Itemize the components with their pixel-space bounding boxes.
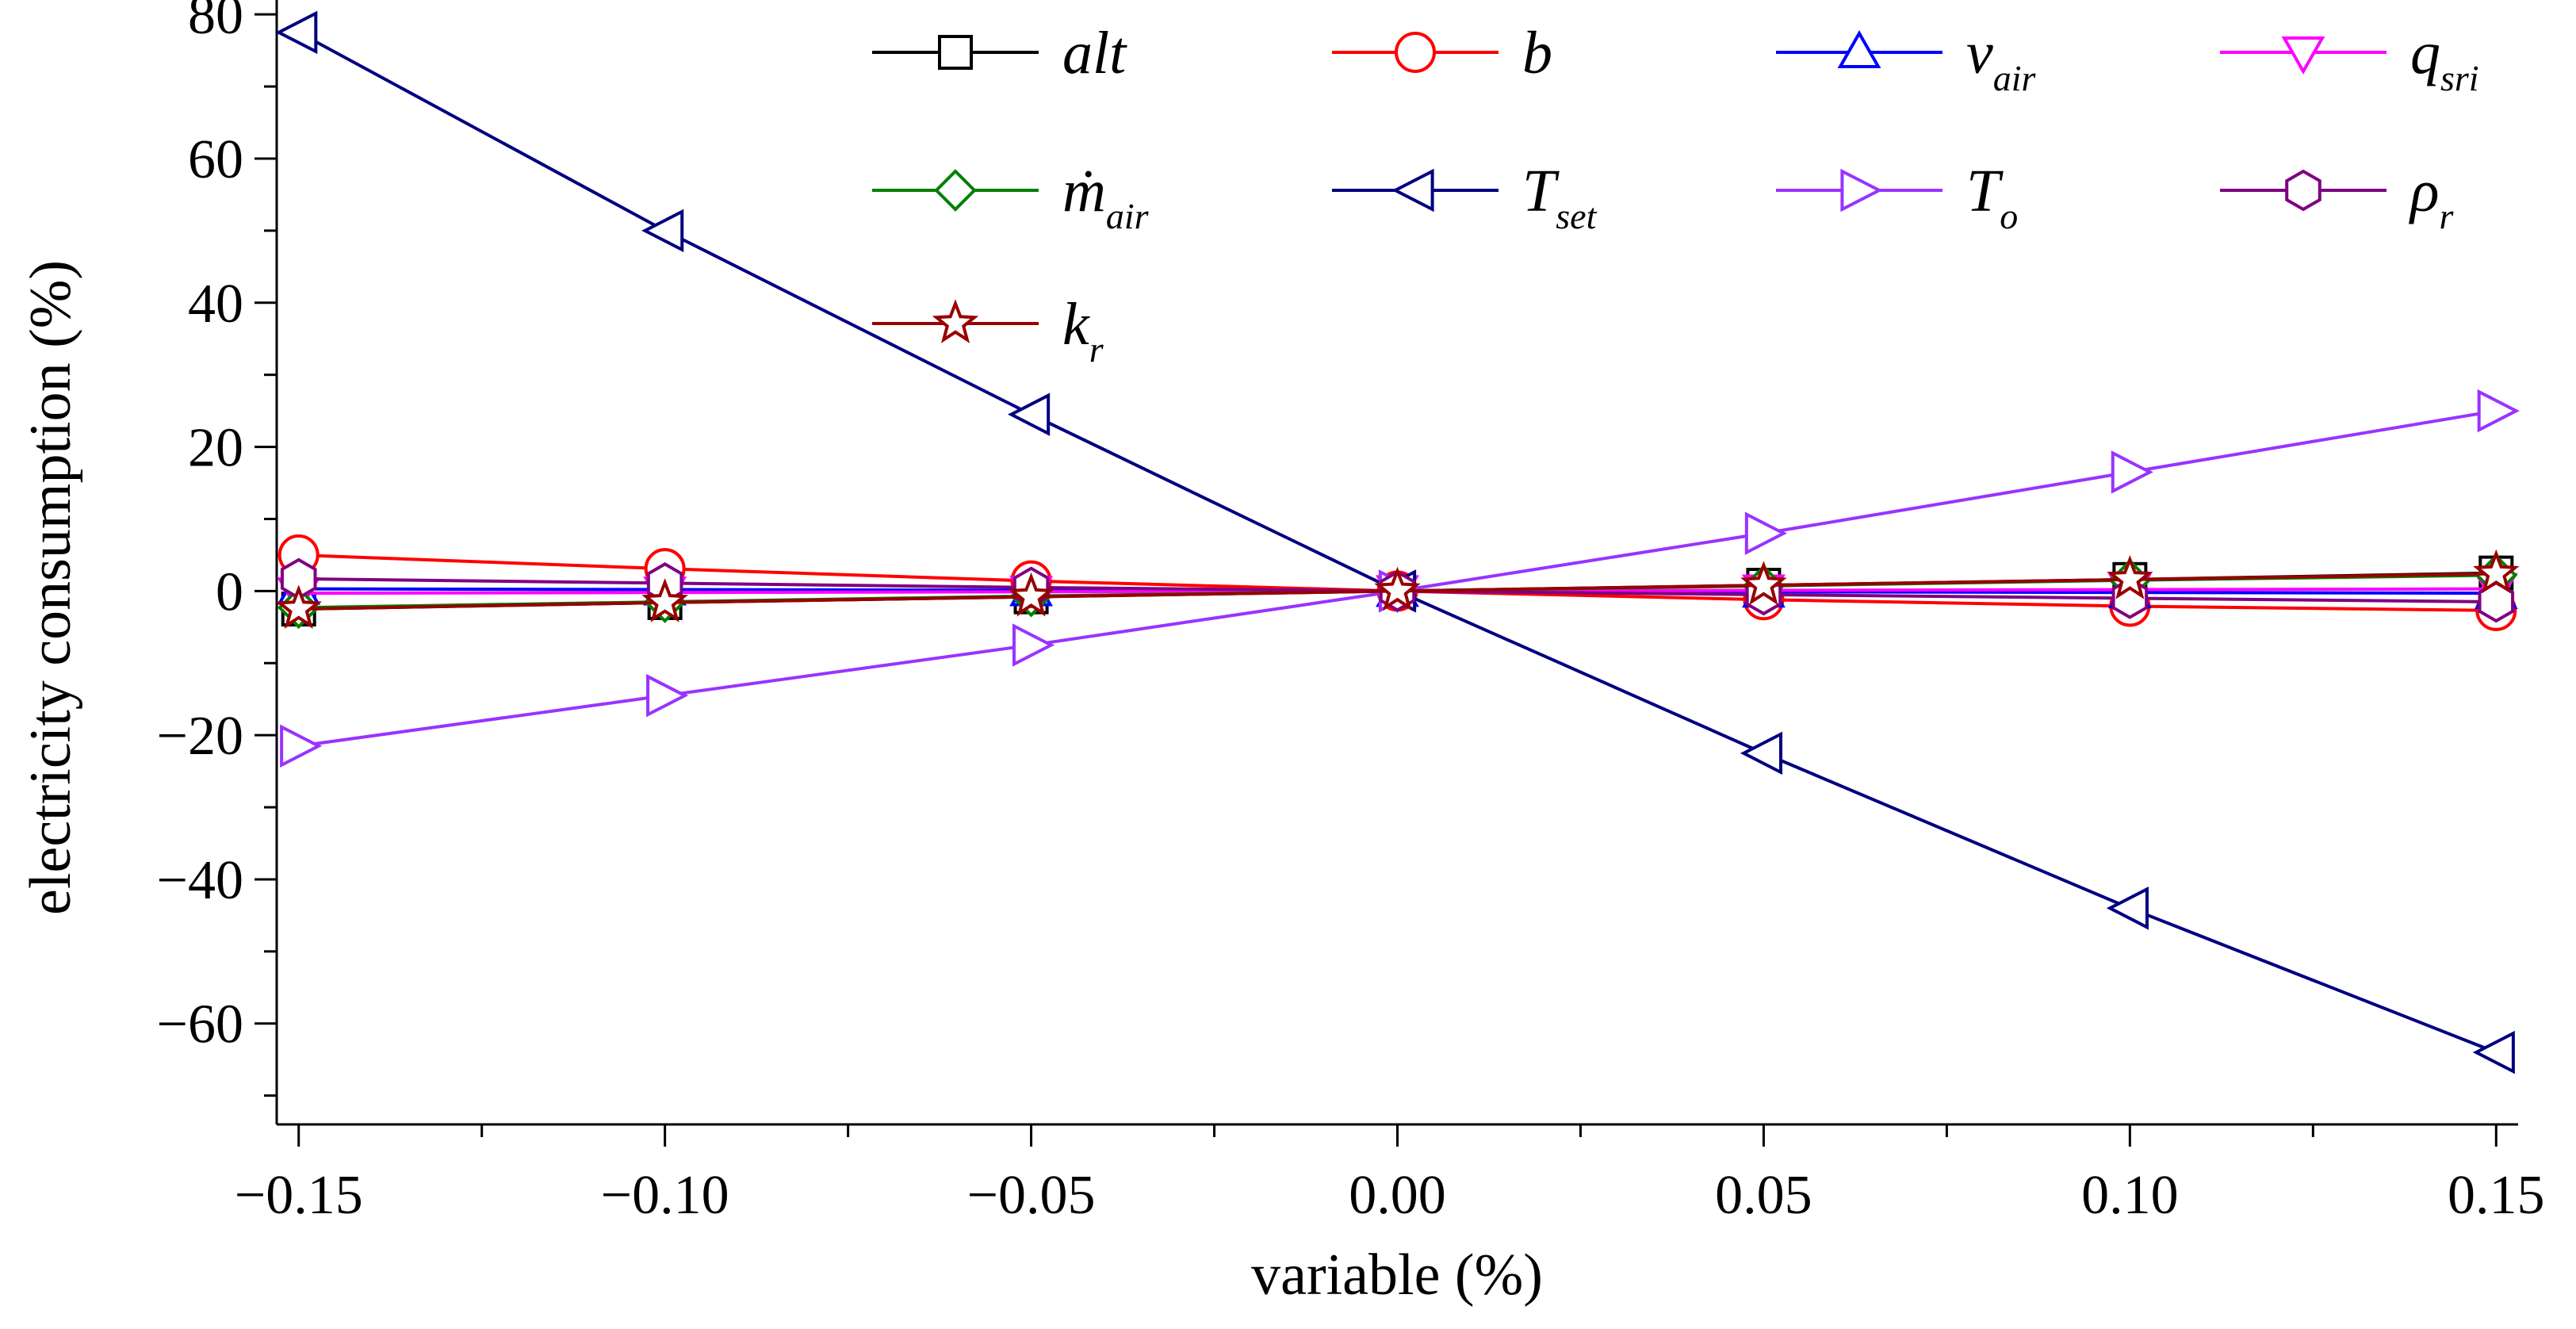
x-tick-label: 0.05	[1715, 1165, 1812, 1226]
y-tick-label: −60	[157, 994, 243, 1055]
legend-item-T_o: To	[1776, 158, 2018, 236]
legend-subscript: sri	[2440, 58, 2479, 98]
y-tick-label: −40	[157, 850, 243, 911]
data-point-k_r	[641, 578, 688, 622]
data-point-T_o	[2111, 450, 2153, 494]
data-point-T_o	[1744, 511, 1788, 555]
legend-symbol: ṁ	[1062, 158, 1106, 224]
legend-symbol: q	[2410, 20, 2440, 86]
data-point-T_o	[2477, 389, 2520, 433]
x-tick-label: −0.15	[235, 1165, 363, 1226]
legend-item-b: b	[1332, 20, 1552, 86]
data-point-T_o	[646, 673, 689, 718]
legend-symbol: T	[1522, 158, 1560, 224]
legend-symbol: T	[1966, 158, 2004, 224]
legend-marker-b	[1395, 32, 1436, 73]
legend-marker-q_sri	[2281, 36, 2325, 75]
series-line-T_set	[297, 31, 2498, 1054]
x-tick-label: −0.10	[601, 1165, 729, 1226]
legend-item-m_air: ṁair	[872, 158, 1150, 236]
legend-item-alt: alt	[872, 20, 1127, 86]
series-k_r	[275, 549, 2520, 629]
legend-label-T_set: Tset	[1522, 158, 1598, 236]
data-point-T_set	[641, 209, 684, 253]
data-point-T_set	[275, 10, 318, 55]
y-axis-title: electricity consumption (%)	[18, 260, 83, 915]
legend-marker-v_air	[1837, 29, 1881, 68]
legend-label-k_r: kr	[1062, 291, 1104, 370]
legend-marker-rho_r	[2285, 169, 2321, 212]
legend-subscript: r	[2439, 196, 2454, 236]
legend-subscript: set	[1556, 196, 1597, 236]
data-point-T_set	[1007, 393, 1051, 436]
x-tick-label: 0.00	[1349, 1165, 1446, 1226]
legend-label-rho_r: ρr	[2409, 158, 2454, 236]
legend-marker-T_set	[1391, 168, 1434, 213]
legend-symbol: k	[1062, 291, 1090, 358]
data-point-rho_r	[2478, 580, 2515, 623]
data-point-k_r	[1374, 566, 1421, 611]
y-tick-label: 40	[188, 274, 243, 335]
legend-label-q_sri: qsri	[2410, 20, 2479, 98]
legend-symbol: b	[1522, 20, 1552, 86]
data-point-T_o	[280, 724, 323, 768]
y-tick-label: 0	[216, 561, 243, 622]
legend-symbol: ρ	[2409, 158, 2439, 224]
legend-marker-k_r	[932, 299, 979, 343]
x-tick-label: 0.15	[2448, 1165, 2545, 1226]
legend-item-q_sri: qsri	[2220, 20, 2479, 98]
data-point-k_r	[1740, 561, 1787, 605]
data-point-k_r	[275, 584, 322, 629]
legend-item-T_set: Tset	[1332, 158, 1598, 236]
legend-subscript: r	[1089, 329, 1104, 370]
legend-subscript: air	[1993, 58, 2037, 98]
legend-label-v_air: vair	[1966, 20, 2037, 98]
legend-label-m_air: ṁair	[1062, 158, 1150, 236]
x-axis-title: variable (%)	[1251, 1243, 1543, 1308]
legend-marker-alt	[938, 35, 973, 70]
legend-label-alt: alt	[1062, 20, 1127, 86]
data-point-T_set	[2106, 887, 2149, 930]
y-tick-label: 80	[188, 0, 243, 46]
legend-subscript: o	[2000, 196, 2018, 236]
y-tick-label: 60	[188, 129, 243, 190]
x-tick-label: −0.05	[967, 1165, 1096, 1226]
y-tick-label: −20	[157, 706, 243, 767]
data-point-k_r	[2107, 555, 2153, 599]
data-point-T_o	[1012, 623, 1055, 667]
legend-subscript: air	[1106, 196, 1150, 236]
data-point-T_set	[2472, 1030, 2515, 1074]
legend-item-k_r: kr	[872, 291, 1104, 370]
series-layer	[275, 10, 2520, 1074]
legend-item-rho_r: ρr	[2220, 158, 2454, 236]
legend-symbol: v	[1966, 20, 1993, 86]
legend-symbol: alt	[1062, 20, 1127, 86]
data-point-k_r	[2473, 549, 2520, 594]
axes: −0.15 −0.10 −0.05 0.00 0.05 0.10 0.15 −60 −40 −20…	[157, 0, 2545, 1226]
legend-item-v_air: vair	[1776, 20, 2037, 98]
series-T_set	[275, 10, 2515, 1074]
y-tick-label: 20	[188, 418, 243, 479]
legend-label-T_o: To	[1966, 158, 2018, 236]
legend-marker-T_o	[1840, 168, 1883, 213]
data-point-k_r	[1008, 572, 1055, 617]
legend-label-b: b	[1522, 20, 1552, 86]
x-tick-label: 0.10	[2081, 1165, 2179, 1226]
legend-marker-m_air	[934, 169, 977, 212]
data-point-T_set	[1740, 731, 1783, 776]
